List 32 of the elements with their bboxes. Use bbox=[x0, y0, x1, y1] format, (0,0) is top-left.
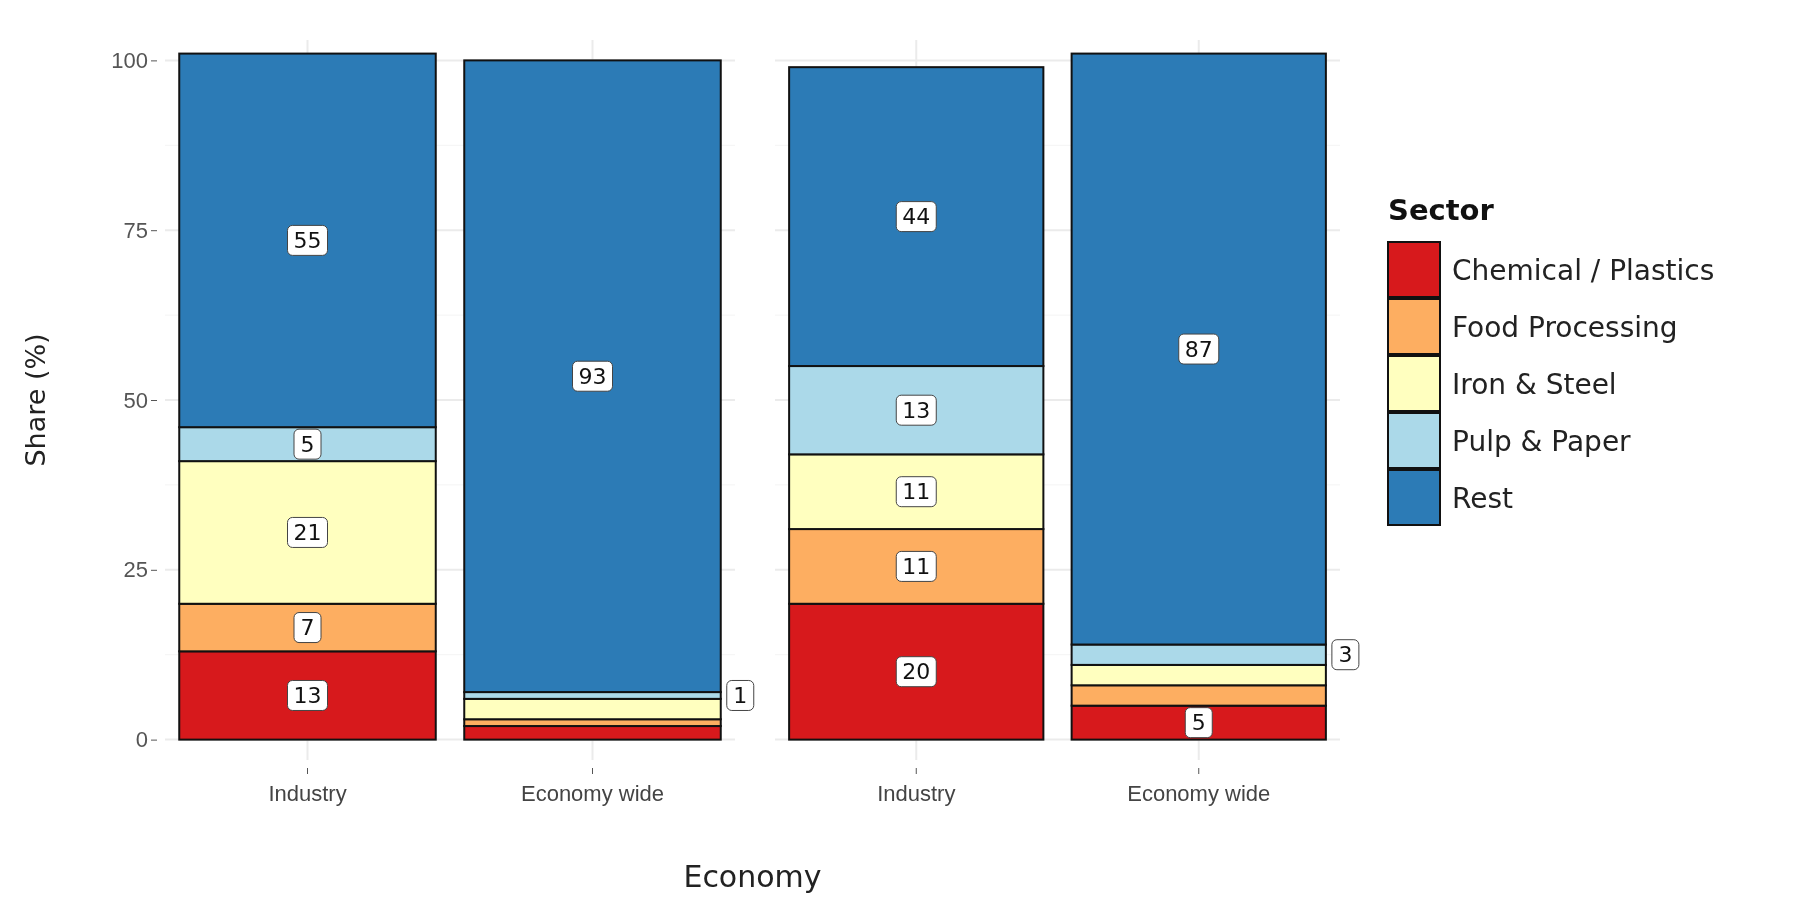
data-label: 13 bbox=[293, 683, 322, 709]
legend-label: Pulp & Paper bbox=[1452, 424, 1632, 458]
data-label: 93 bbox=[578, 363, 607, 389]
data-label: 7 bbox=[300, 615, 315, 641]
data-label: 5 bbox=[300, 431, 315, 457]
data-label: 20 bbox=[902, 659, 931, 685]
legend-label: Food Processing bbox=[1452, 310, 1678, 344]
y-tick-label: 25 bbox=[123, 557, 148, 583]
x-tick-label: Industry bbox=[877, 781, 956, 807]
y-tick-label: 100 bbox=[111, 47, 148, 73]
legend-label: Iron & Steel bbox=[1452, 367, 1617, 401]
data-label: 5 bbox=[1191, 710, 1206, 736]
x-axis-title: Economy bbox=[683, 859, 822, 894]
data-label: 21 bbox=[293, 520, 322, 546]
data-label: 44 bbox=[902, 204, 931, 230]
x-tick-label: Economy wide bbox=[520, 781, 665, 807]
y-tick-label: 50 bbox=[123, 387, 148, 413]
data-label: 11 bbox=[902, 479, 931, 505]
data-label: 87 bbox=[1184, 336, 1213, 362]
legend-title: Sector bbox=[1388, 193, 1495, 227]
data-label: 11 bbox=[902, 554, 931, 580]
y-tick-label: 75 bbox=[123, 217, 148, 243]
data-label: 1 bbox=[733, 683, 748, 709]
legend-label: Rest bbox=[1452, 481, 1514, 515]
y-axis-title: Share (%) bbox=[20, 333, 51, 467]
x-tick-label: Economy wide bbox=[1127, 781, 1271, 807]
x-tick-label: Industry bbox=[268, 781, 347, 807]
data-label: 55 bbox=[293, 228, 322, 254]
legend-label: Chemical / Plastics bbox=[1452, 253, 1715, 287]
data-label: 13 bbox=[902, 397, 931, 423]
y-tick-label: 0 bbox=[135, 727, 148, 753]
data-label: 3 bbox=[1338, 642, 1353, 668]
